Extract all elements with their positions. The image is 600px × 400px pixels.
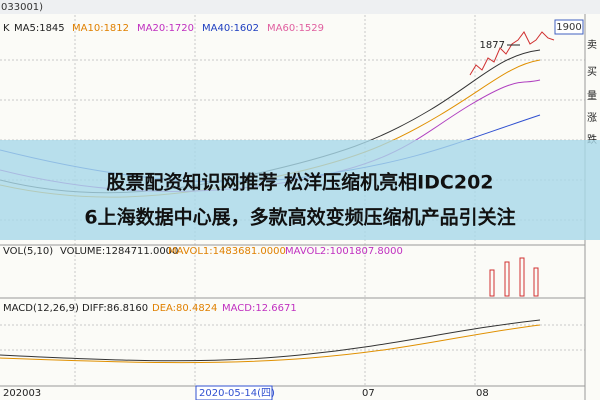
side-button[interactable]: 涨 xyxy=(587,112,597,124)
overlay-line: 6上海数据中心展，多款高效变频压缩机产品引关注 xyxy=(84,206,515,229)
peak-label: 1877 xyxy=(480,40,505,51)
vol-value: VOLUME:1284711.0000 xyxy=(60,246,178,257)
mavol1: MAVOL1:1483681.0000 xyxy=(168,246,286,257)
macd-label: MACD(12,26,9) xyxy=(3,303,79,314)
ma5-label: MA5:1845 xyxy=(14,23,65,34)
price-box-text: 1900 xyxy=(556,22,581,33)
macd-value: MACD:12.6671 xyxy=(222,303,297,314)
volume-bars xyxy=(489,257,539,297)
x-label: 07 xyxy=(362,388,375,399)
x-label: 08 xyxy=(476,388,489,399)
panel-label: K xyxy=(3,23,10,34)
vol-label: VOL(5,10) xyxy=(3,246,53,257)
side-button[interactable]: 跌 xyxy=(587,133,597,146)
side-button[interactable]: 买 xyxy=(587,66,597,78)
overlay-line: 股票配资知识网推荐 松洋压缩机亮相IDC202 xyxy=(106,171,493,194)
overlay-band xyxy=(0,140,600,240)
mavol2: MAVOL2:1001807.8000 xyxy=(285,246,403,257)
dea-label: DEA:80.4824 xyxy=(152,303,217,314)
stock-code: 033001) xyxy=(1,2,43,13)
ma40-label: MA40:1602 xyxy=(202,23,259,34)
diff-label: DIFF:86.8160 xyxy=(82,303,148,314)
ma20-label: MA20:1720 xyxy=(137,23,194,34)
x-label: 202003 xyxy=(3,388,41,399)
dea-line xyxy=(0,324,541,364)
top-bar xyxy=(0,0,600,14)
candles xyxy=(469,31,555,76)
ma60-label: MA60:1529 xyxy=(267,23,324,34)
price-box xyxy=(554,19,584,35)
side-button[interactable]: 卖 xyxy=(587,39,597,51)
diff-line xyxy=(0,319,541,362)
ma10-label: MA10:1812 xyxy=(72,23,129,34)
x-label: 2020-05-14(四) xyxy=(199,388,275,399)
date-box xyxy=(195,385,273,400)
side-buttons: 卖 买 量 涨 跌 xyxy=(587,39,597,146)
side-button[interactable]: 量 xyxy=(587,90,597,102)
